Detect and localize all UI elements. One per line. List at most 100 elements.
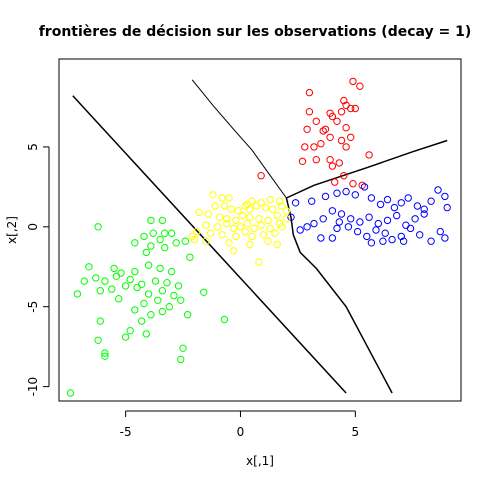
x-tick-label: -5 [120,425,132,439]
data-point [133,283,141,292]
data-point [126,327,134,335]
data-point [255,258,263,266]
data-point [367,239,376,247]
data-point [243,200,252,209]
data-point [209,191,217,199]
data-point [411,215,419,223]
data-point [365,151,373,159]
data-point [161,229,169,237]
data-point [115,295,123,303]
data-point [356,218,364,226]
boundary-red-blue [286,139,448,199]
y-tick-label: -5 [26,301,40,313]
data-point [317,140,325,148]
data-point [174,282,183,290]
data-point [333,117,341,126]
data-point [303,223,311,231]
data-point [158,216,167,225]
data-point [142,330,151,338]
data-point [218,194,226,202]
data-point [140,232,148,241]
data-point [328,162,337,170]
data-point [301,143,309,151]
data-point [282,207,291,215]
data-point [275,197,284,205]
data-point [250,224,259,233]
data-point [229,224,238,233]
data-point [443,203,451,212]
data-point [101,352,109,360]
data-point [161,243,169,252]
plot-frame [58,58,462,402]
data-point [206,229,215,237]
data-point [404,194,412,202]
data-point [202,221,210,229]
data-point [328,234,337,242]
data-point [351,191,359,199]
data-point [246,205,254,213]
data-point [342,187,350,196]
data-point [223,215,231,223]
data-point [264,237,272,245]
data-point [108,285,116,293]
data-point [344,223,353,231]
data-point [110,264,118,273]
boundary-yellow-blue [285,197,393,394]
data-point [397,199,405,207]
data-point [96,317,105,325]
data-point [177,355,185,364]
x-tick-label: 5 [352,425,360,439]
data-point [156,264,164,273]
data-point [101,349,109,357]
data-point [66,389,75,397]
data-point [147,311,155,319]
data-point [303,125,311,134]
y-tick-label: 5 [26,143,40,151]
data-point [158,287,167,295]
data-point [441,234,449,242]
data-point [351,104,359,113]
data-point [413,202,422,210]
data-point [92,274,100,282]
data-point [227,205,236,213]
data-point [335,218,343,226]
data-point [131,267,139,276]
data-point [358,181,366,190]
data-point [347,133,355,142]
data-point [436,227,444,236]
data-point [337,210,346,218]
data-point [390,203,399,212]
data-point [188,232,196,241]
data-point [131,306,139,314]
data-point [246,213,254,221]
data-point [379,237,387,245]
data-point [427,197,435,205]
data-point [186,253,194,261]
data-point [147,242,155,250]
data-point [225,239,233,247]
data-point [138,317,146,325]
y-axis-label: x[,2] [5,216,19,244]
data-point [347,104,355,113]
data-point [179,344,187,352]
data-point [376,200,385,209]
data-point [383,195,392,204]
data-point [266,224,274,233]
data-point [310,143,318,151]
axes: -5 0 5 -10 -5 0 5 [26,143,359,439]
data-point [126,275,134,284]
data-point [374,219,382,228]
data-point [287,213,295,221]
data-point [393,211,401,220]
data-point [149,229,157,237]
y-tick-label: 0 [26,223,40,231]
data-point [239,211,247,220]
x-tick-label: 0 [237,425,245,439]
data-point [236,223,245,231]
data-point [363,232,371,241]
data-point [255,215,263,223]
data-point [259,231,268,239]
data-point [213,223,222,231]
data-point [342,124,350,132]
